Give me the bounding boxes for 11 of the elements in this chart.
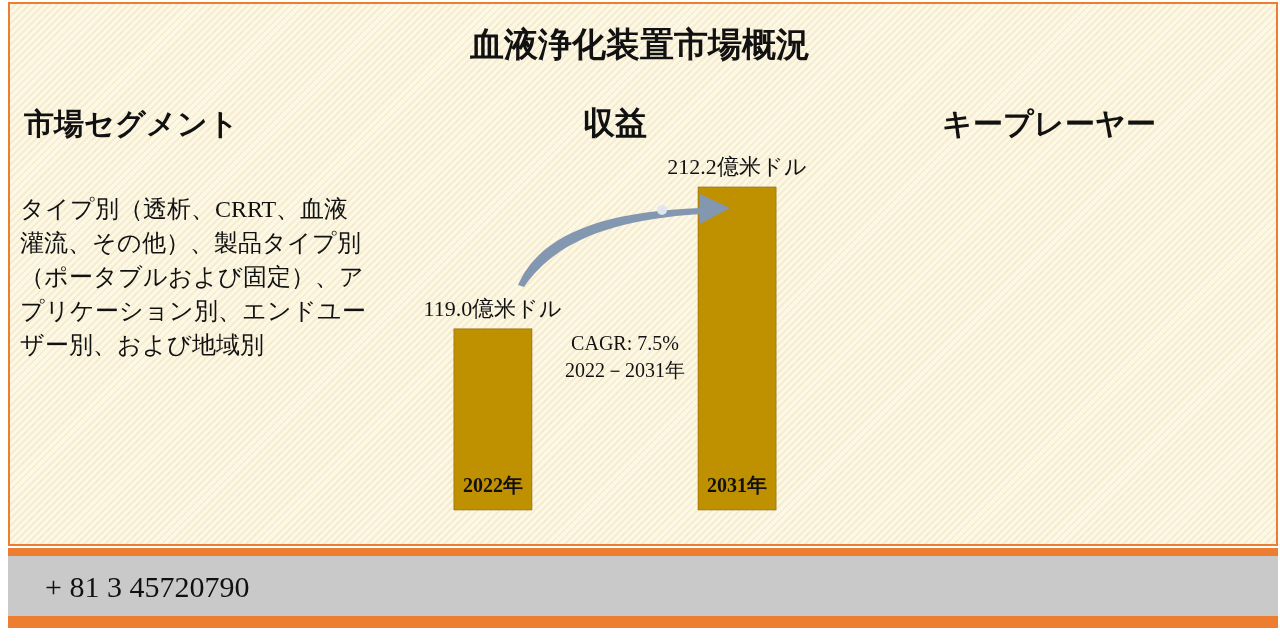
chart-title: 血液浄化装置市場概況 xyxy=(469,25,811,65)
data-label: 212.2億米ドル xyxy=(667,153,807,179)
chart-subtitle: 収益 xyxy=(582,104,648,143)
data-label: 119.0億米ドル xyxy=(423,295,563,321)
text: 市場セグメント xyxy=(24,106,239,142)
text: + 81 3 45720790 xyxy=(45,570,250,604)
x-tick-label: 2031年 xyxy=(707,474,768,496)
annotation: CAGR: 7.5% 2022－2031年 xyxy=(564,331,686,383)
x-tick-label: 2022年 xyxy=(462,474,523,496)
text: タイプ別（透析、CRRT、血液灌流、その他）、製品タイプ別（ポータブルおよび固定）、アプリケーション別、エンドユーザー別、および地域別 xyxy=(20,195,367,360)
text: キープレーヤー xyxy=(942,106,1156,142)
